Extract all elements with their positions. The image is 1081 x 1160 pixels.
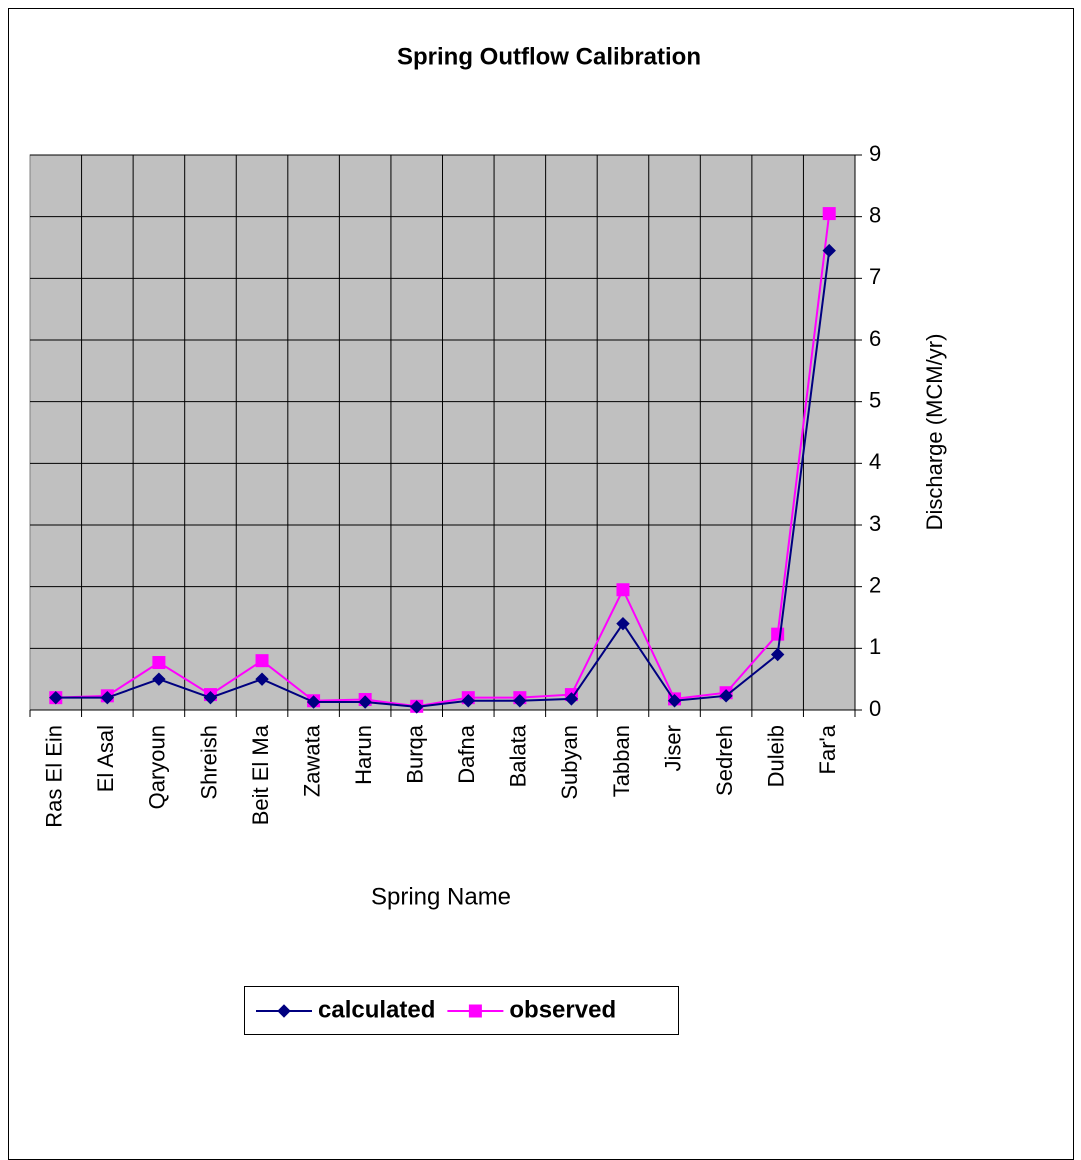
- x-tick-label: Zawata: [299, 724, 324, 797]
- marker: [719, 689, 733, 703]
- marker: [100, 690, 115, 705]
- x-tick-label: Far'a: [815, 724, 840, 774]
- y-tick-label: 0: [869, 696, 881, 721]
- marker: [616, 616, 630, 631]
- legend: calculated observed: [244, 986, 679, 1035]
- x-tick-label: Shreish: [196, 725, 221, 800]
- marker: [822, 243, 836, 258]
- x-tick-label: Harun: [351, 725, 376, 785]
- marker: [255, 672, 269, 686]
- x-tick-label: Subyan: [557, 725, 582, 800]
- marker: [667, 694, 682, 708]
- y-tick-label: 6: [869, 326, 881, 351]
- marker: [513, 694, 527, 708]
- x-tick-label: Dafna: [454, 724, 479, 783]
- y-tick-label: 8: [869, 202, 881, 227]
- legend-label: calculated: [318, 996, 435, 1023]
- x-tick-label: Duleib: [763, 725, 788, 787]
- chart-title: Spring Outflow Calibration: [397, 43, 701, 70]
- marker: [152, 656, 166, 670]
- marker: [616, 583, 630, 597]
- series-line: [55, 250, 831, 708]
- marker: [822, 207, 836, 221]
- y-tick-label: 5: [869, 387, 881, 412]
- marker: [152, 672, 166, 686]
- x-tick-label: Ras El Ein: [42, 725, 67, 828]
- x-tick-label: Qaryoun: [145, 725, 170, 809]
- x-tick-label: Tabban: [609, 725, 634, 797]
- marker: [468, 1004, 482, 1018]
- legend-label: observed: [509, 996, 616, 1023]
- x-tick-label: Beit El Ma: [248, 724, 273, 825]
- y-tick-label: 4: [869, 449, 881, 474]
- marker: [277, 1004, 291, 1018]
- x-tick-label: Balata: [506, 724, 531, 787]
- marker: [49, 690, 63, 705]
- marker: [358, 695, 372, 709]
- marker: [461, 694, 475, 708]
- y-tick-label: 3: [869, 511, 881, 536]
- x-tick-label: El Asal: [93, 725, 118, 792]
- x-axis-title: Spring Name: [371, 883, 511, 910]
- y-tick-label: 9: [869, 141, 881, 166]
- y-tick-label: 7: [869, 264, 881, 289]
- marker: [306, 695, 321, 709]
- y-tick-label: 2: [869, 572, 881, 597]
- marker: [410, 700, 424, 714]
- y-axis-title: Discharge (MCM/yr): [922, 334, 947, 531]
- x-tick-label: Burqa: [403, 724, 428, 783]
- series-line: [55, 213, 831, 708]
- marker: [255, 654, 269, 668]
- x-tick-label: Jiser: [660, 725, 685, 771]
- marker: [564, 692, 579, 706]
- marker: [770, 647, 785, 662]
- marker: [771, 627, 785, 641]
- y-tick-label: 1: [869, 634, 881, 659]
- marker: [203, 690, 218, 705]
- x-tick-label: Sedreh: [712, 725, 737, 796]
